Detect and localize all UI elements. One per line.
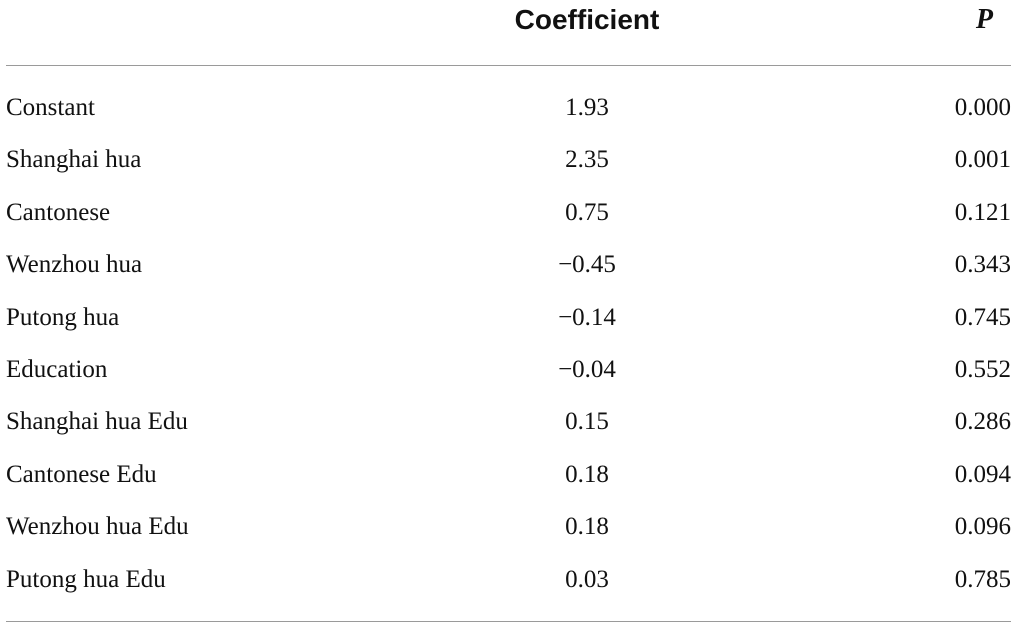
- coefficient: 0.03: [565, 565, 609, 593]
- p-value: 0.343: [954, 251, 1011, 279]
- p-value: 0.096: [954, 513, 1011, 541]
- coefficient: 0.75: [565, 198, 609, 226]
- p-value: 0.094: [954, 460, 1011, 488]
- p-value: 0.286: [954, 408, 1011, 436]
- bottom-rule: [6, 621, 1011, 622]
- coefficient: 1.93: [565, 94, 609, 121]
- coefficient: −0.04: [558, 356, 616, 383]
- coefficient: −0.45: [558, 251, 616, 279]
- coefficient: 0.18: [565, 513, 609, 541]
- p-value: 0.785: [954, 565, 1011, 593]
- column-header: P: [975, 4, 993, 35]
- row-label: Shanghai hua Edu: [6, 408, 188, 436]
- p-value: 0.745: [954, 303, 1011, 331]
- header-rule: [6, 65, 1011, 66]
- coefficient: 0.18: [565, 460, 609, 488]
- row-label: Education: [6, 356, 108, 383]
- row-label: Shanghai hua: [6, 146, 142, 174]
- p-value: 0.001: [954, 146, 1011, 174]
- row-label: Putong hua: [6, 303, 120, 331]
- coefficient: −0.14: [558, 303, 616, 331]
- column-header: Coefficient: [514, 4, 660, 35]
- row-label: Wenzhou hua Edu: [6, 513, 189, 541]
- row-label: Cantonese: [6, 198, 111, 226]
- coefficient: 2.35: [565, 146, 609, 174]
- p-value: 0.552: [954, 356, 1011, 383]
- row-label: Constant: [6, 94, 95, 121]
- row-label: Putong hua Edu: [6, 565, 166, 593]
- coefficient: 0.15: [565, 408, 609, 436]
- p-value: 0.000: [954, 94, 1011, 121]
- row-label: Cantonese Edu: [6, 460, 157, 488]
- p-value: 0.121: [954, 198, 1011, 226]
- row-label: Wenzhou hua: [6, 251, 143, 279]
